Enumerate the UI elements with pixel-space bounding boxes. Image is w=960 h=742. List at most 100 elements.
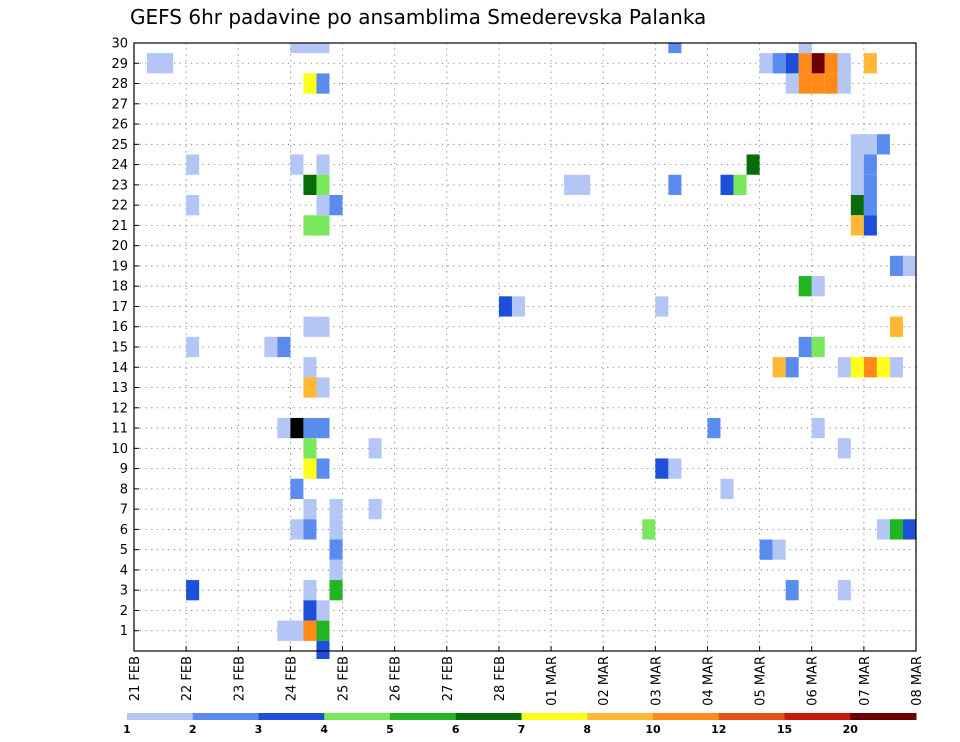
data-cell xyxy=(303,499,317,520)
data-cell xyxy=(863,134,877,155)
data-cell xyxy=(290,620,304,641)
data-cell xyxy=(303,580,317,601)
data-cell xyxy=(798,336,812,358)
data-cell xyxy=(147,53,161,74)
legend-label: 3 xyxy=(255,723,263,736)
legend-swatch xyxy=(653,713,720,720)
data-cell xyxy=(668,174,682,195)
data-cell xyxy=(798,276,812,297)
data-cell xyxy=(277,336,291,358)
data-cell xyxy=(316,600,330,621)
legend-label: 10 xyxy=(645,723,661,736)
legend-label: 5 xyxy=(386,723,394,736)
data-cell xyxy=(720,478,734,499)
x-tick-label: 21 FEB xyxy=(128,656,143,701)
data-cell xyxy=(642,519,656,540)
y-tick-label: 18 xyxy=(111,280,128,295)
y-tick-label: 2 xyxy=(120,604,128,619)
data-cell xyxy=(889,519,903,540)
data-cell xyxy=(850,195,864,216)
data-cell xyxy=(316,620,330,641)
data-cell xyxy=(277,417,291,439)
data-cell xyxy=(160,53,174,74)
y-tick-label: 28 xyxy=(111,77,128,92)
data-cell xyxy=(772,357,786,378)
data-cell xyxy=(889,357,903,378)
y-tick-label: 11 xyxy=(111,422,128,437)
data-cell xyxy=(316,316,330,337)
data-cell xyxy=(772,539,786,560)
data-cell xyxy=(186,336,200,358)
data-cell xyxy=(329,539,343,560)
data-cell xyxy=(759,53,773,74)
data-cell xyxy=(811,53,825,74)
data-cell xyxy=(316,417,330,439)
plot-frame xyxy=(133,42,917,652)
data-cell xyxy=(277,620,291,641)
data-cell xyxy=(290,417,304,439)
legend-label: 1 xyxy=(123,723,131,736)
data-cell xyxy=(316,215,330,236)
data-cell xyxy=(733,174,747,195)
legend-swatch xyxy=(324,713,391,720)
data-cell xyxy=(303,174,317,195)
legend-swatch xyxy=(192,713,259,720)
data-cell xyxy=(798,73,812,94)
data-cell xyxy=(889,316,903,337)
data-cell xyxy=(290,478,304,499)
data-cell xyxy=(837,53,851,74)
data-cell xyxy=(889,255,903,277)
data-cell xyxy=(772,53,786,74)
data-cell xyxy=(290,43,304,54)
y-tick-label: 24 xyxy=(111,158,128,173)
x-tick-label: 23 FEB xyxy=(232,656,247,701)
data-cell xyxy=(316,154,330,175)
legend-swatch xyxy=(784,713,851,720)
y-tick-label: 20 xyxy=(111,239,128,254)
data-cell xyxy=(785,580,799,601)
y-tick-label: 5 xyxy=(120,543,128,558)
x-tick-label: 08 MAR xyxy=(910,656,925,706)
x-tick-label: 25 FEB xyxy=(337,656,352,701)
x-tick-label: 03 MAR xyxy=(649,656,664,706)
data-cell xyxy=(655,458,669,479)
y-tick-label: 7 xyxy=(120,503,128,518)
y-tick-label: 13 xyxy=(111,381,128,396)
data-cell xyxy=(811,336,825,358)
data-cell xyxy=(902,519,916,540)
data-cell xyxy=(811,417,825,439)
legend-label: 4 xyxy=(320,723,328,736)
data-cell xyxy=(837,580,851,601)
data-cell xyxy=(316,640,330,659)
data-cell xyxy=(368,438,382,459)
data-cell xyxy=(811,73,825,94)
data-cell xyxy=(785,53,799,74)
y-tick-label: 16 xyxy=(111,320,128,335)
data-cell xyxy=(303,519,317,540)
y-tick-label: 9 xyxy=(120,462,128,477)
data-cell xyxy=(863,195,877,216)
data-cell xyxy=(655,296,669,317)
data-cell xyxy=(720,174,734,195)
data-cell xyxy=(329,559,343,581)
data-cell xyxy=(850,357,864,378)
x-axis-ticks: 21 FEB 22 FEB 23 FEB 24 FEB 25 FEB 26 FEB 27 F… xyxy=(128,646,925,706)
data-cell xyxy=(902,255,916,277)
data-cell xyxy=(303,620,317,641)
y-tick-label: 29 xyxy=(111,57,128,72)
data-cell xyxy=(316,377,330,398)
y-tick-label: 27 xyxy=(111,97,128,112)
y-tick-label: 14 xyxy=(111,361,128,376)
x-tick-label: 26 FEB xyxy=(389,656,404,701)
data-cell xyxy=(316,43,330,54)
legend-label: 2 xyxy=(189,723,197,736)
data-cell xyxy=(303,316,317,337)
data-cell xyxy=(186,154,200,175)
data-cell xyxy=(303,600,317,621)
x-tick-label: 04 MAR xyxy=(701,656,716,706)
data-cell xyxy=(785,357,799,378)
data-cells xyxy=(147,43,916,659)
data-cell xyxy=(798,53,812,74)
legend-swatch xyxy=(587,713,654,720)
legend-label: 7 xyxy=(518,723,526,736)
